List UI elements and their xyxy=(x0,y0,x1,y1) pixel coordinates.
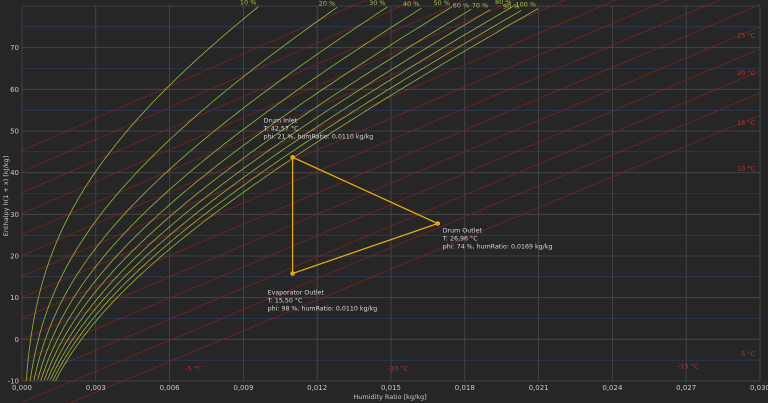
rh-curve-label: 100 % xyxy=(515,1,536,9)
isotherm-line xyxy=(21,0,669,277)
rh-curve-label: 80 % xyxy=(495,0,512,6)
rh-curve xyxy=(29,6,338,382)
isotherm-lines: 25 °C 20 °C 15 °C 10 °C 5 °C -5 °C -10 °C -15 °… xyxy=(21,0,761,403)
x-tick-label: 0,000 xyxy=(12,384,32,392)
y-tick-label: 70 xyxy=(10,44,19,52)
grid xyxy=(21,5,761,382)
rh-curve-label: 70 % xyxy=(472,2,489,10)
x-axis-label: Humidity Ratio [kg/kg] xyxy=(353,393,426,401)
isotherm-line xyxy=(21,92,761,403)
annotation-name: Drum Outlet xyxy=(443,228,483,235)
annotation-name: Drum Inlet xyxy=(264,117,298,124)
isotherm-line xyxy=(21,0,567,235)
rh-curve-label: 60 % xyxy=(453,1,470,9)
isotherm-line xyxy=(21,0,368,152)
rh-curve-label: 50 % xyxy=(434,0,451,7)
process-point xyxy=(290,154,295,160)
x-tick-label: 0,006 xyxy=(160,384,181,392)
isotherm-line xyxy=(21,4,761,319)
annotation-detail: phi: 21 %, humRatio: 0,0110 kg/kg xyxy=(264,133,374,140)
isotherm-line xyxy=(21,0,467,193)
x-tick-label: 0,012 xyxy=(307,384,327,392)
isotherm-line xyxy=(21,0,517,214)
y-tick-label: 0 xyxy=(15,336,19,344)
isotherm-label: -15 °C xyxy=(678,363,699,371)
annotation-detail: phi: 74 %, humRatio: 0,0169 kg/kg xyxy=(443,244,553,251)
rh-curve-label: 90 % xyxy=(503,2,520,10)
rh-curve xyxy=(47,9,491,381)
x-tick-label: 0,030 xyxy=(750,384,768,392)
y-tick-label: 60 xyxy=(10,86,19,94)
x-tick-label: 0,018 xyxy=(455,384,475,392)
isotherm-label: 15 °C xyxy=(737,119,756,127)
x-tick-label: 0,015 xyxy=(381,384,401,392)
isotherm-label: 20 °C xyxy=(737,69,756,77)
isotherm-label: 10 °C xyxy=(737,165,756,173)
y-tick-label: -10 xyxy=(8,378,19,386)
process-point xyxy=(290,271,295,276)
process-cycle xyxy=(290,154,441,276)
rh-curve-label: 10 % xyxy=(240,0,257,7)
rh-curve-label: 20 % xyxy=(319,0,336,7)
rh-curve xyxy=(25,6,259,381)
y-axis-ticks: -10 0 10 20 30 40 50 60 70 xyxy=(8,44,19,385)
isotherm-line xyxy=(21,70,761,382)
process-line xyxy=(291,156,440,275)
y-tick-label: 10 xyxy=(10,294,19,302)
rh-curve xyxy=(55,8,539,381)
rh-curve xyxy=(50,5,514,380)
y-tick-label: 40 xyxy=(10,169,19,177)
isotherm-line xyxy=(21,0,720,298)
annotation-temperature: T: 26,96 °C xyxy=(442,235,478,243)
process-point xyxy=(435,221,441,226)
annotation-detail: phi: 98 %, humRatio: 0,0110 kg/kg xyxy=(268,306,378,313)
rh-curve xyxy=(33,6,388,381)
x-tick-label: 0,009 xyxy=(233,384,253,392)
rh-curve xyxy=(43,8,472,381)
isotherm-label: 5 °C xyxy=(741,350,755,358)
rh-curve xyxy=(40,6,453,381)
x-tick-label: 0,024 xyxy=(602,384,623,392)
isotherm-line xyxy=(21,26,761,340)
annotation-name: Evaporator Outlet xyxy=(268,290,325,297)
y-tick-label: 30 xyxy=(10,211,19,219)
rh-curve xyxy=(52,9,522,382)
isotherm-label: 25 °C xyxy=(737,31,756,39)
x-tick-label: 0,021 xyxy=(529,384,549,392)
isotherm-label: -10 °C xyxy=(388,365,409,373)
isotherm-line xyxy=(21,48,761,361)
relative-humidity-curves: 10 % 20 % 30 % 40 % 50 % 60 % 70 % 80 %90 %100 … xyxy=(25,0,539,382)
isotherm-line xyxy=(21,0,618,256)
y-tick-label: 50 xyxy=(10,128,19,136)
rh-curve xyxy=(37,7,422,380)
rh-curve-label: 30 % xyxy=(369,0,386,7)
isotherm-line xyxy=(69,114,761,403)
annotation-temperature: T: 42,57 °C xyxy=(263,124,299,132)
x-tick-label: 0,027 xyxy=(676,384,696,392)
y-axis-label: Enthalpy h(1 + x) [kJ/kg] xyxy=(2,156,10,236)
rh-curve-label: 40 % xyxy=(403,0,420,8)
annotation-temperature: T: 15,50 °C xyxy=(267,297,303,305)
y-tick-label: 20 xyxy=(10,253,19,261)
x-axis-ticks: 0,000 0,003 0,006 0,009 0,012 0,015 0,018 0,021… xyxy=(12,384,768,392)
isotherm-label: -5 °C xyxy=(185,365,202,373)
x-tick-label: 0,003 xyxy=(86,384,106,392)
isotherm-line xyxy=(21,0,417,172)
